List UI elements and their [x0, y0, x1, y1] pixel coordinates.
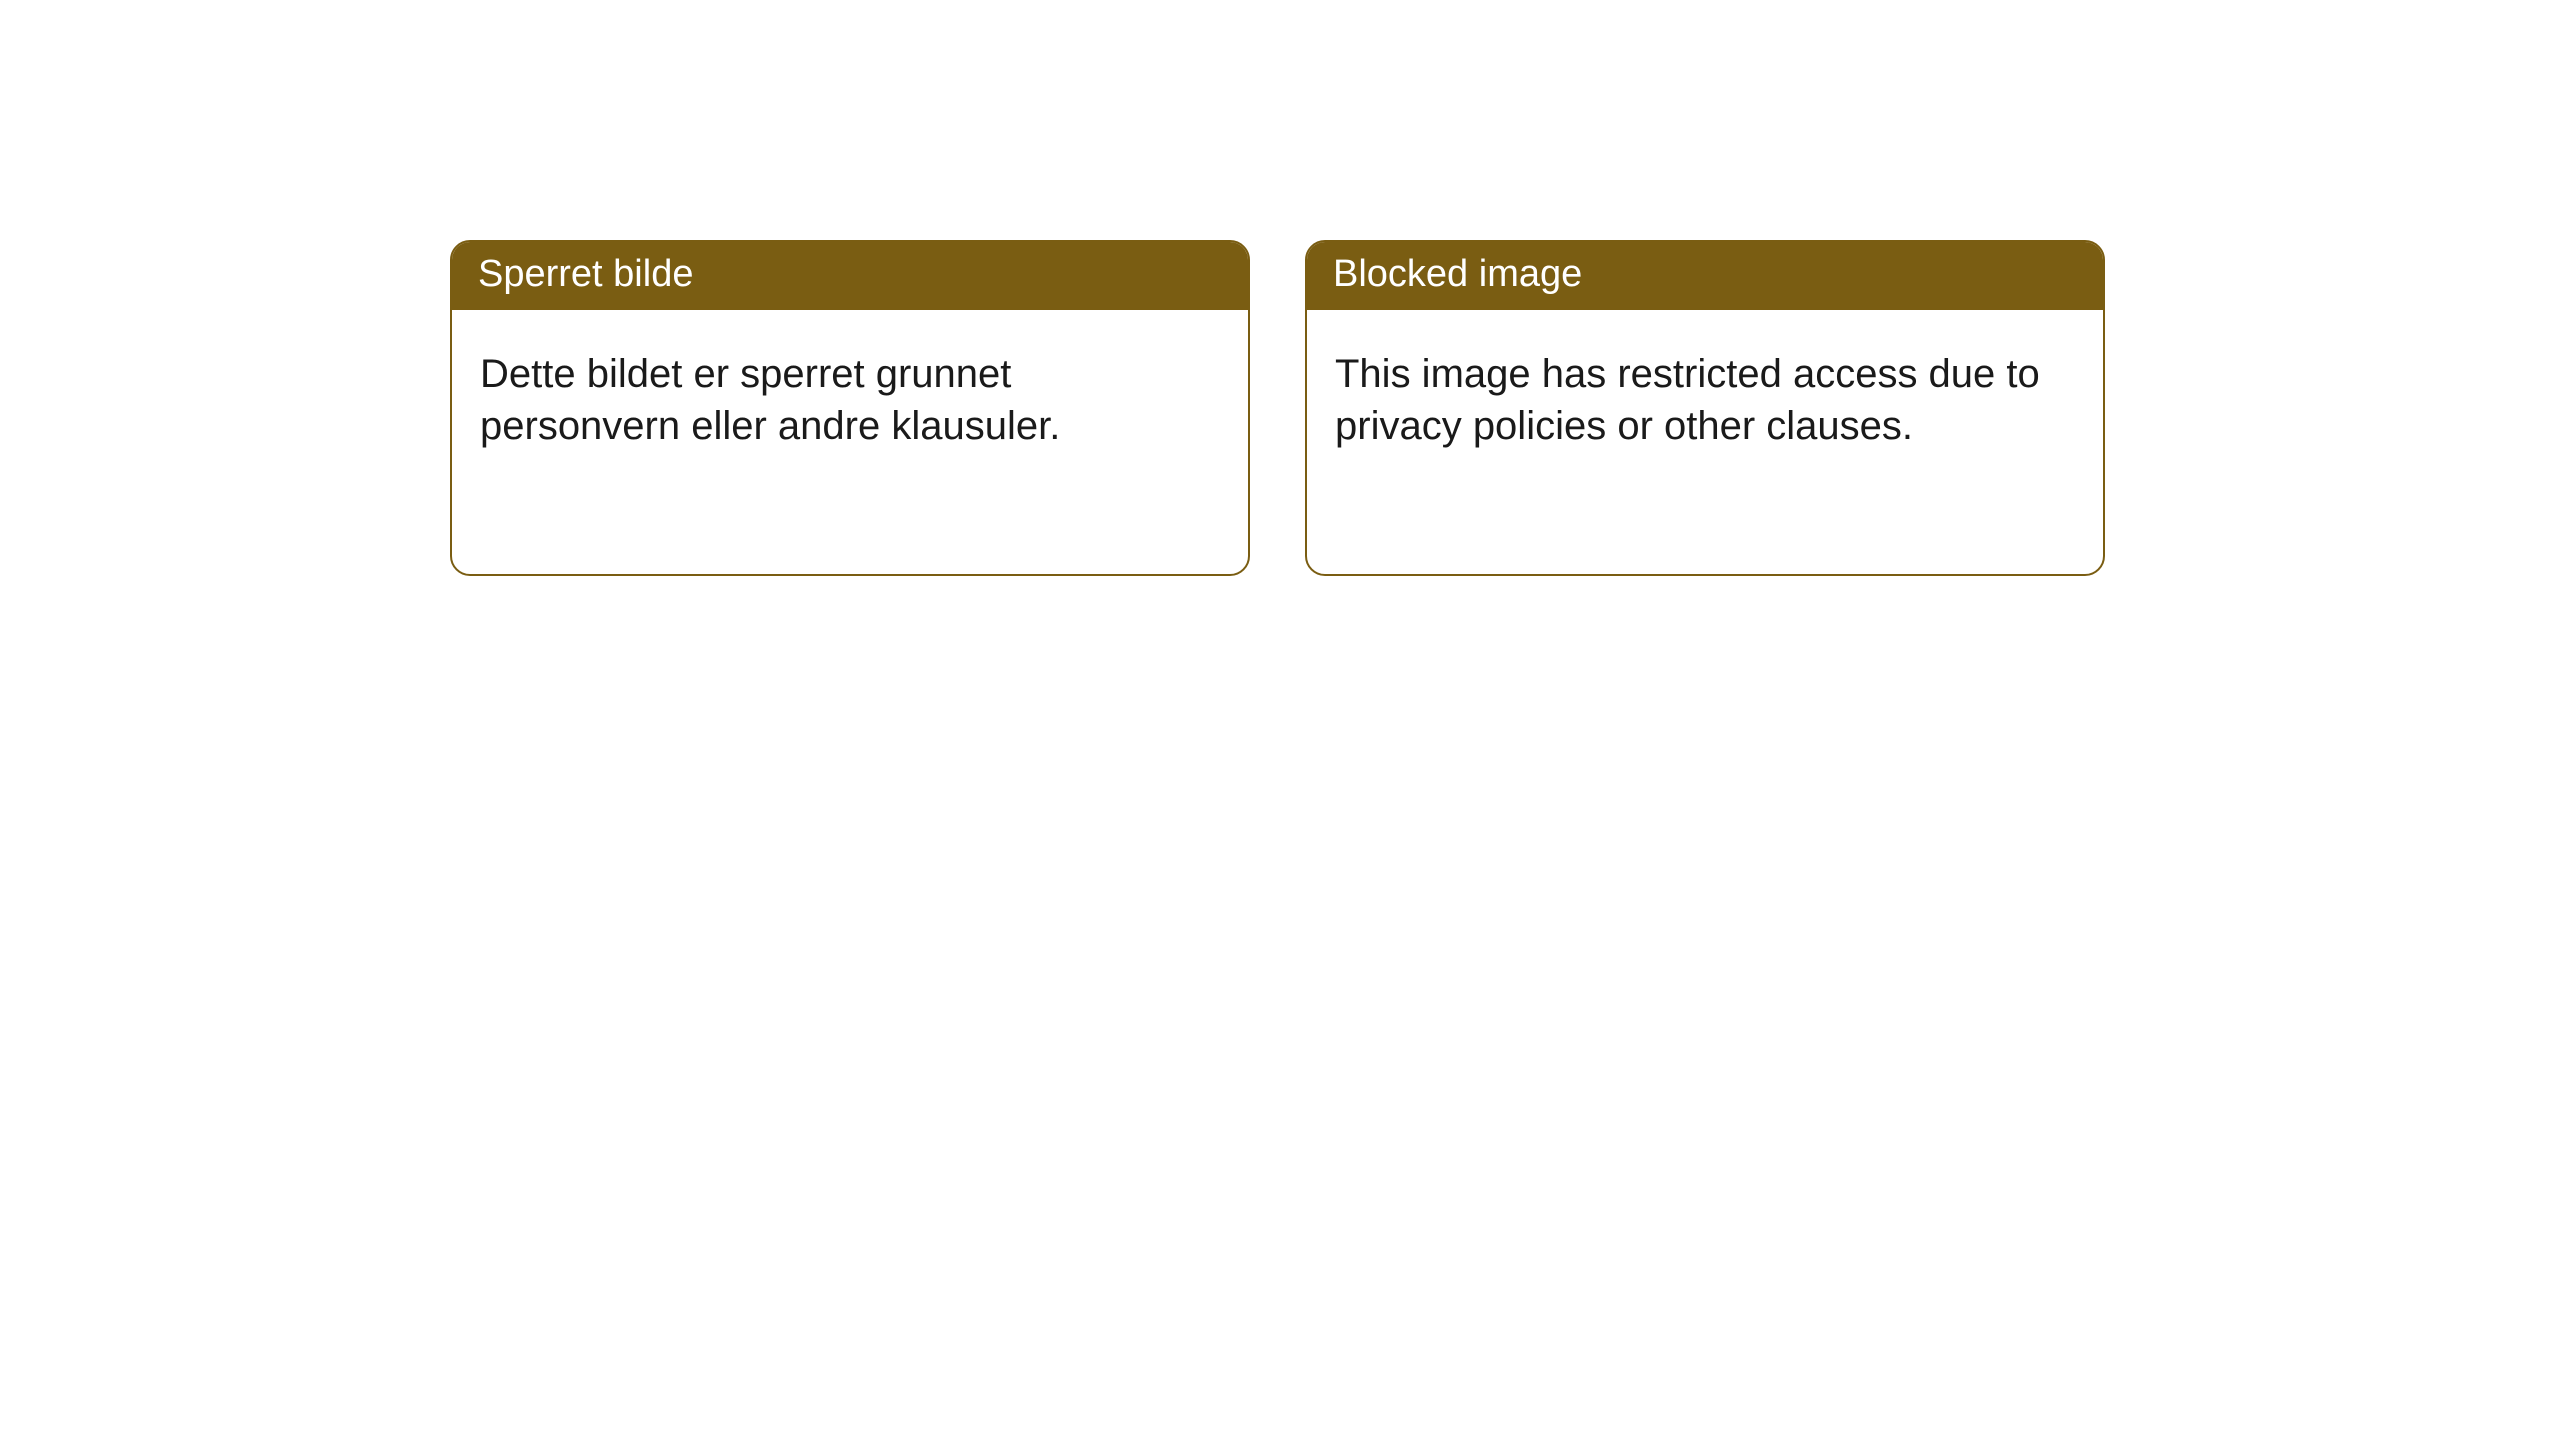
blocked-image-card-no: Sperret bilde Dette bildet er sperret gr…: [450, 240, 1250, 576]
card-body-text-no: Dette bildet er sperret grunnet personve…: [480, 352, 1060, 448]
card-body-no: Dette bildet er sperret grunnet personve…: [452, 310, 1248, 490]
card-title-en: Blocked image: [1333, 253, 1582, 295]
card-header-no: Sperret bilde: [452, 242, 1248, 310]
card-body-en: This image has restricted access due to …: [1307, 310, 2103, 490]
notice-container: Sperret bilde Dette bildet er sperret gr…: [0, 0, 2560, 576]
blocked-image-card-en: Blocked image This image has restricted …: [1305, 240, 2105, 576]
card-body-text-en: This image has restricted access due to …: [1335, 352, 2040, 448]
card-header-en: Blocked image: [1307, 242, 2103, 310]
card-title-no: Sperret bilde: [478, 253, 693, 295]
